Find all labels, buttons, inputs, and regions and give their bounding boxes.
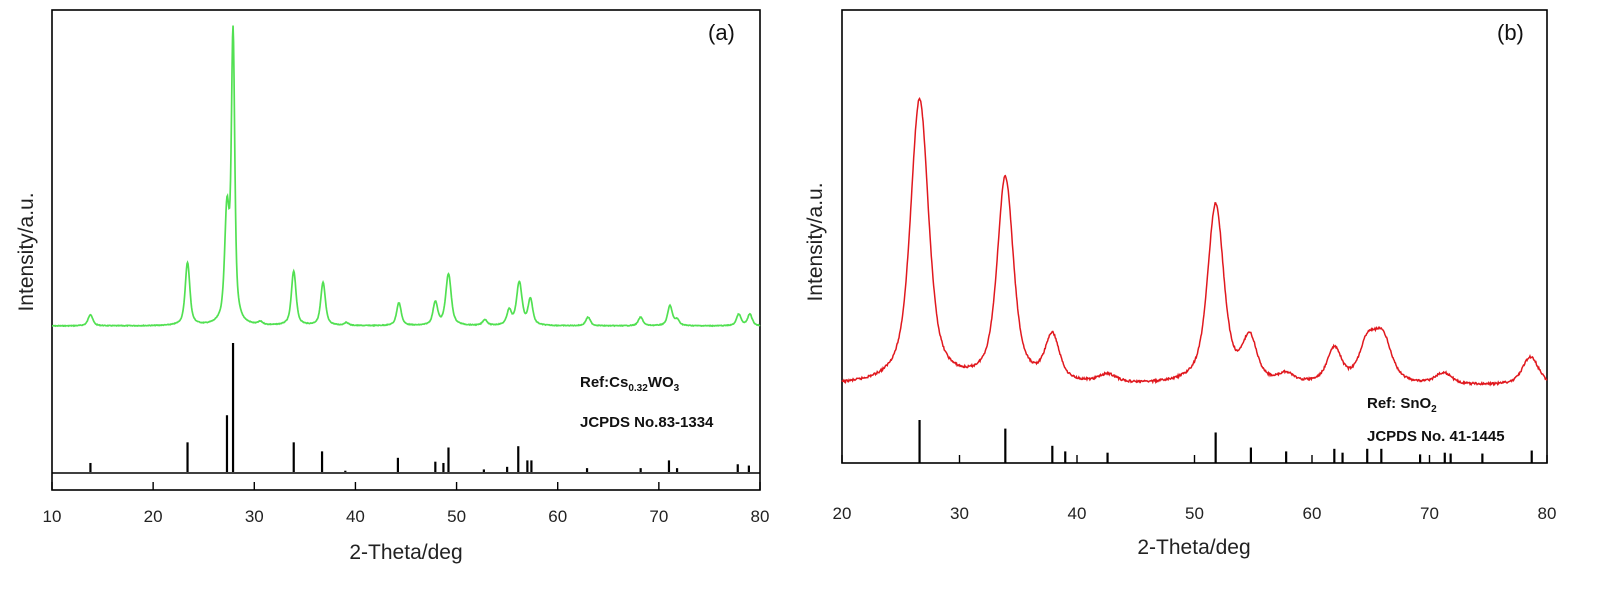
panel-b-xrd-pattern [841,96,1548,387]
x-tick-label: 10 [43,507,62,526]
x-tick-label: 20 [144,507,163,526]
panel-b-ref-formula-sub2: 2 [1431,404,1437,415]
panel-a-ref-formula-sub: 0.32 [628,383,648,394]
x-tick-label: 40 [346,507,365,526]
panel-a-xrd-pattern [51,25,761,328]
panel-a: 10 20 30 40 50 60 70 80 (a) Ref:Cs0.32WO3 JCPDS… [15,9,770,564]
x-tick-label: 80 [1538,504,1557,523]
panel-a-x-ticks: 10 20 30 40 50 60 70 80 [43,482,770,526]
panel-a-x-label: 2-Theta/deg [349,541,462,564]
panel-a-ref-formula: Ref:Cs0.32WO3 [580,374,680,394]
panel-a-reference-lines [89,343,750,472]
panel-b-frame [841,9,1548,464]
panel-a-ref-formula-tail: WO [648,374,674,391]
x-tick-label: 70 [649,507,668,526]
panel-a-label: (a) [708,20,735,45]
x-tick-label: 70 [1420,504,1439,523]
panel-a-y-label: Intensity/a.u. [15,192,38,311]
panel-b-label: (b) [1497,20,1524,45]
x-tick-label: 50 [447,507,466,526]
panel-b-y-label: Intensity/a.u. [804,182,827,301]
panel-a-ref-formula-main: Ref:Cs [580,374,628,391]
panel-b-ref-formula-main: Ref: SnO [1367,395,1432,412]
x-tick-label: 30 [245,507,264,526]
x-tick-label: 60 [548,507,567,526]
x-tick-label: 20 [833,504,852,523]
x-tick-label: 80 [751,507,770,526]
panel-b: 20 30 40 50 60 70 80 (b) Ref: SnO2 JCPDS No. 4… [804,9,1557,559]
panel-a-ref-card: JCPDS No.83-1334 [580,414,714,431]
panel-b-reference-lines [918,420,1533,463]
panel-a-frame [51,9,761,491]
panel-b-x-ticks: 20 30 40 50 60 70 80 [833,455,1557,523]
x-tick-label: 30 [950,504,969,523]
x-tick-label: 50 [1185,504,1204,523]
panel-b-x-label: 2-Theta/deg [1137,536,1250,559]
x-tick-label: 40 [1068,504,1087,523]
panel-b-ref-formula: Ref: SnO2 [1367,395,1437,415]
panel-a-ref-formula-sub2: 3 [674,383,680,394]
panel-b-ref-card: JCPDS No. 41-1445 [1367,428,1505,445]
x-tick-label: 60 [1303,504,1322,523]
